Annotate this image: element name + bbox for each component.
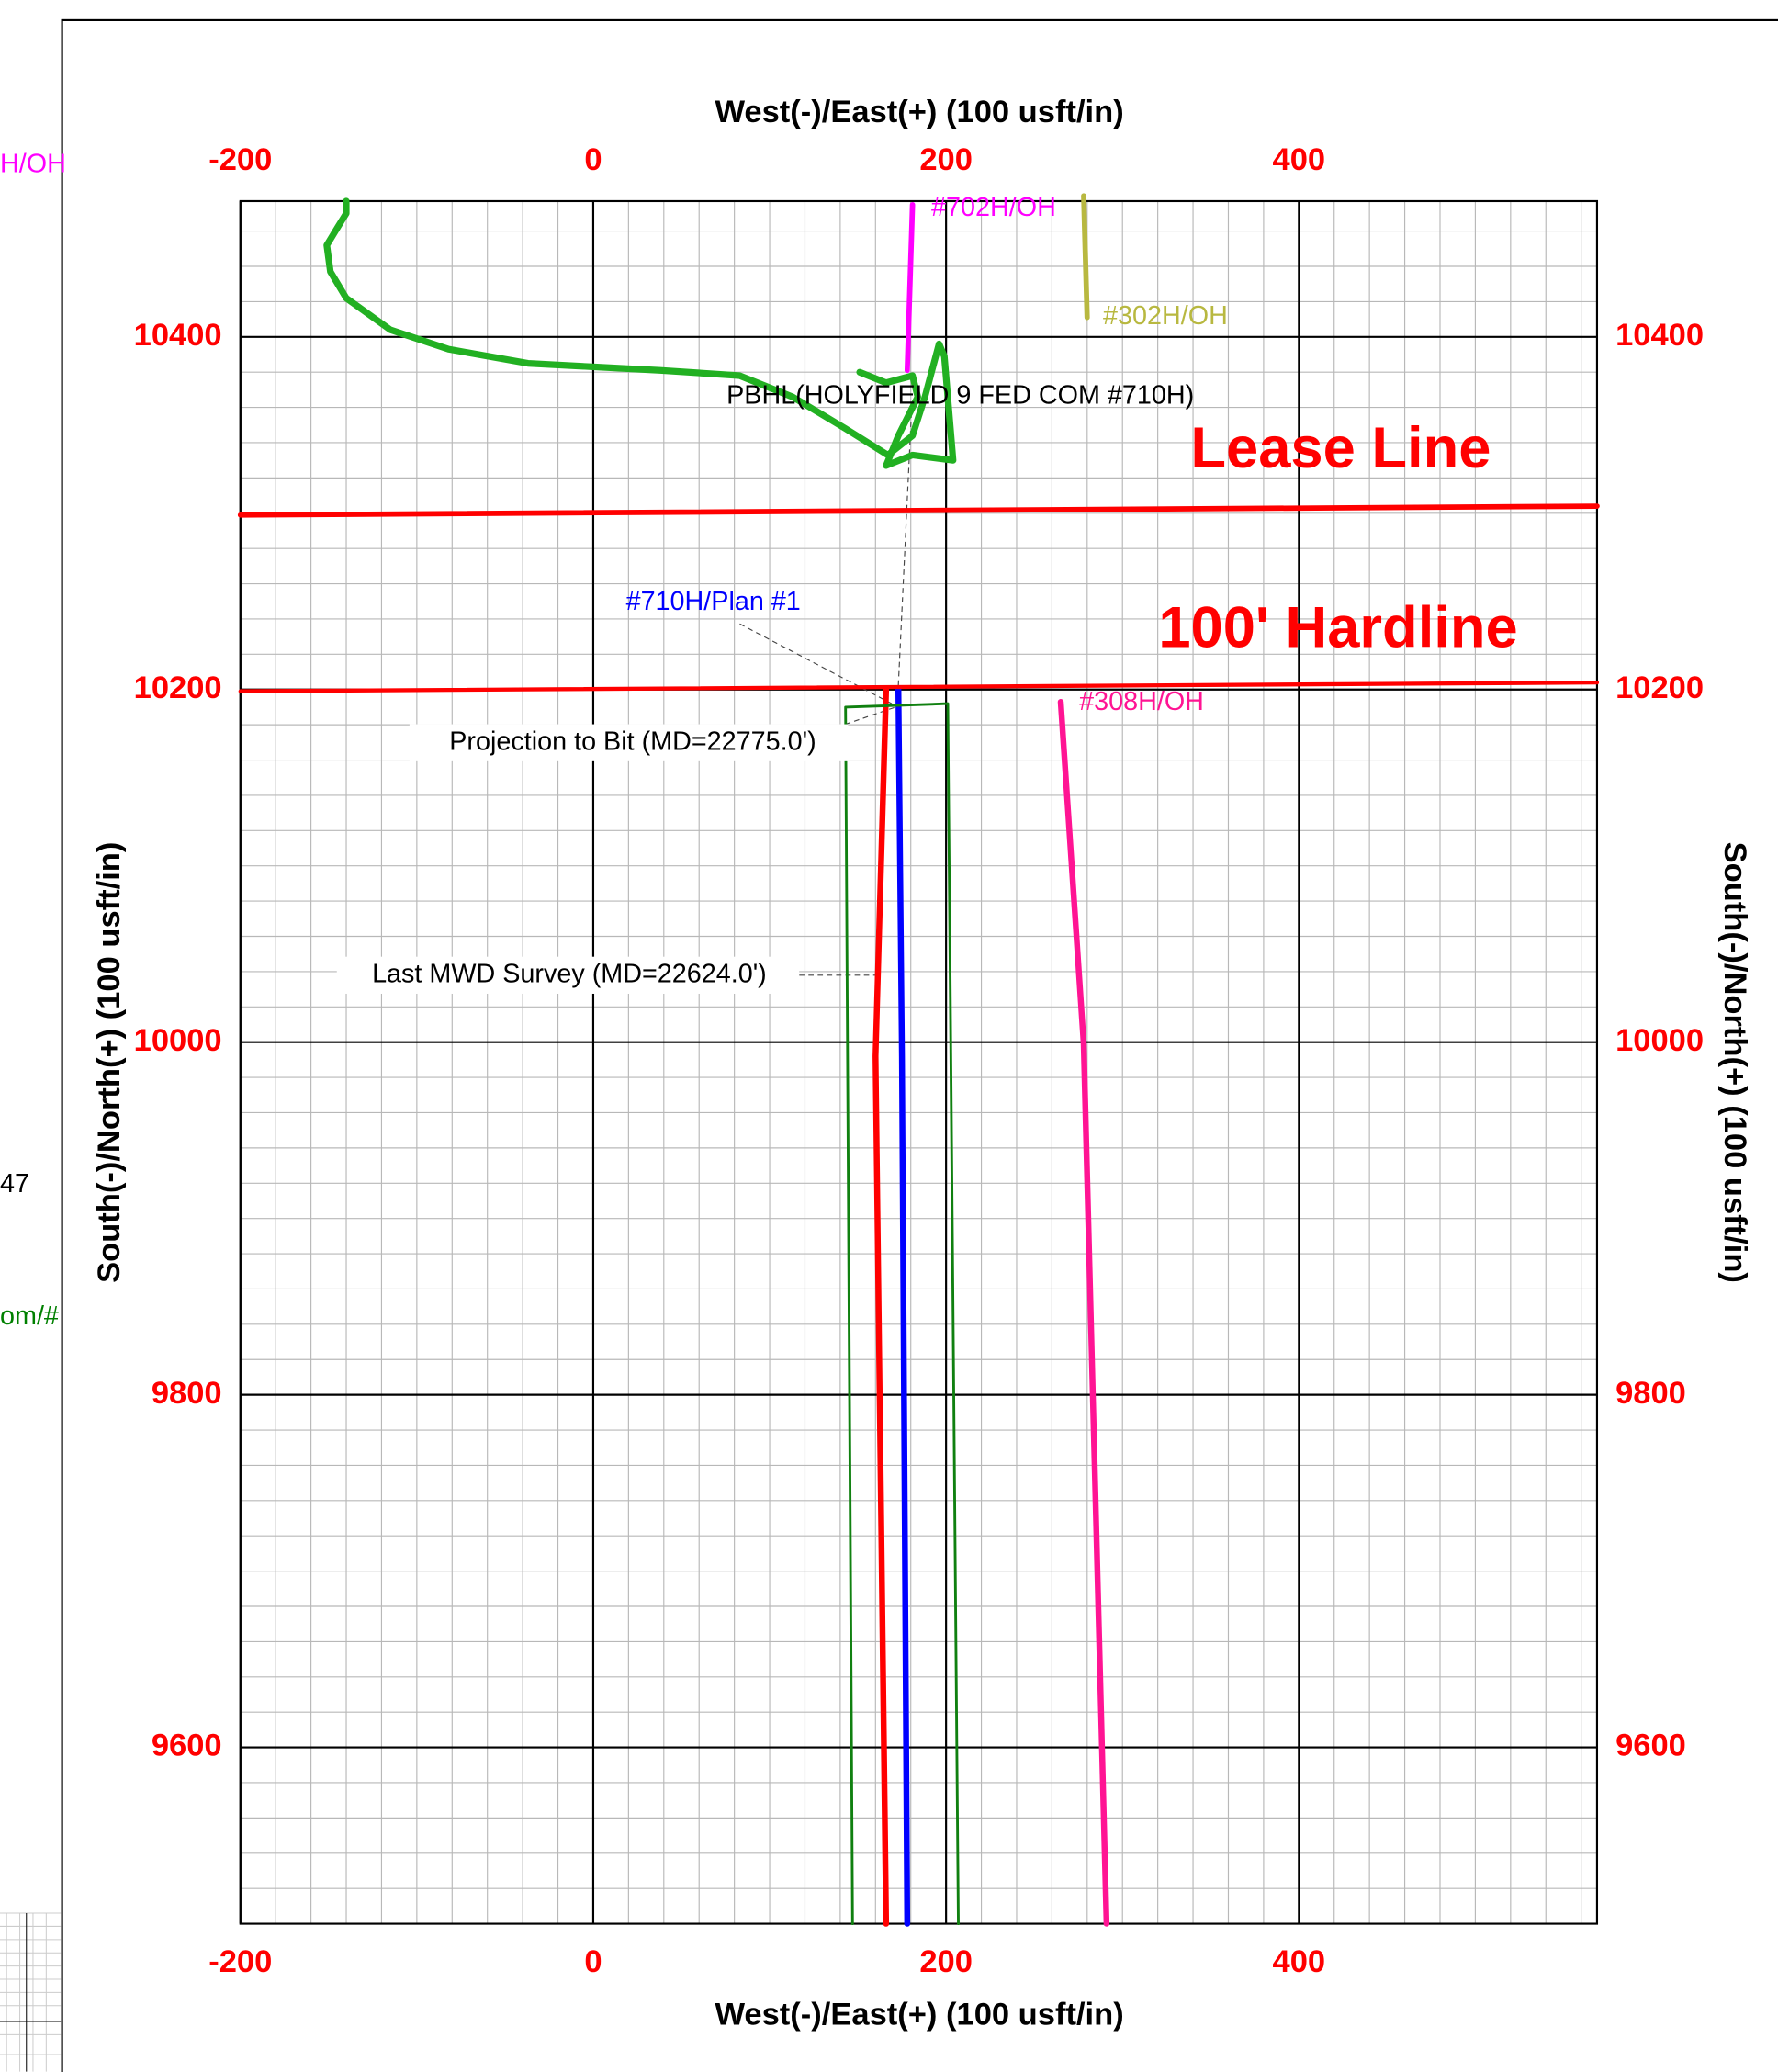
y-tick-label: 10400	[1615, 318, 1704, 353]
x-tick-label: -200	[208, 142, 272, 177]
series-line	[844, 702, 960, 1925]
annotation-box	[409, 724, 849, 761]
series-line	[1081, 193, 1090, 321]
series-line	[872, 686, 890, 1927]
y-tick-label: 10000	[134, 1023, 222, 1058]
annotation: Projection to Bit (MD=22775.0')	[449, 726, 816, 756]
fragment: om/#	[0, 1301, 59, 1331]
series-label: #302H/OH	[1103, 301, 1228, 331]
series-label: Lease Line	[1190, 416, 1491, 480]
x-tick-label: 400	[1273, 1944, 1326, 1979]
plot-area	[240, 200, 1597, 1924]
series-line	[323, 197, 957, 469]
leader-line	[739, 623, 899, 708]
annotation-box	[336, 956, 800, 994]
annotation: PBHL(HOLYFIELD 9 FED COM #710H)	[726, 380, 1194, 410]
y-axis-title: South(-)/North(+) (100 usft/in)	[1717, 842, 1752, 1283]
x-tick-label: 0	[584, 142, 602, 177]
series-line	[1057, 699, 1110, 1927]
y-tick-label: 9800	[1615, 1376, 1686, 1411]
frame	[61, 18, 1778, 2072]
fragment: H/OH	[0, 150, 66, 179]
x-tick-label: 0	[584, 1944, 602, 1979]
annotation: Last MWD Survey (MD=22624.0')	[372, 959, 767, 988]
y-tick-label: 9600	[1615, 1729, 1686, 1763]
x-tick-label: -200	[208, 1944, 272, 1979]
series-label: #308H/OH	[1079, 687, 1204, 716]
plot-border	[239, 199, 1599, 1925]
series-label: #710H/Plan #1	[626, 587, 801, 616]
y-tick-label: 10200	[1615, 670, 1704, 705]
x-tick-label: 200	[919, 1944, 973, 1979]
x-axis-title: West(-)/East(+) (100 usft/in)	[715, 1997, 1123, 2032]
fragment: 47	[0, 1169, 29, 1199]
y-tick-label: 10200	[134, 670, 222, 705]
series-line	[904, 201, 916, 374]
x-tick-label: 400	[1273, 142, 1326, 177]
x-tick-label: 200	[919, 142, 973, 177]
series-line	[237, 503, 1600, 518]
y-tick-label: 10400	[134, 318, 222, 353]
y-axis-title: South(-)/North(+) (100 usft/in)	[92, 842, 127, 1283]
series-line	[895, 686, 911, 1927]
x-axis-title: West(-)/East(+) (100 usft/in)	[715, 95, 1123, 130]
y-tick-label: 9800	[152, 1376, 222, 1411]
series-line	[238, 680, 1600, 693]
series-label: 100' Hardline	[1158, 596, 1517, 660]
y-tick-label: 9600	[152, 1729, 222, 1763]
series-label: #702H/OH	[931, 193, 1056, 222]
y-tick-label: 10000	[1615, 1023, 1704, 1058]
corner-grid	[0, 1912, 62, 2072]
